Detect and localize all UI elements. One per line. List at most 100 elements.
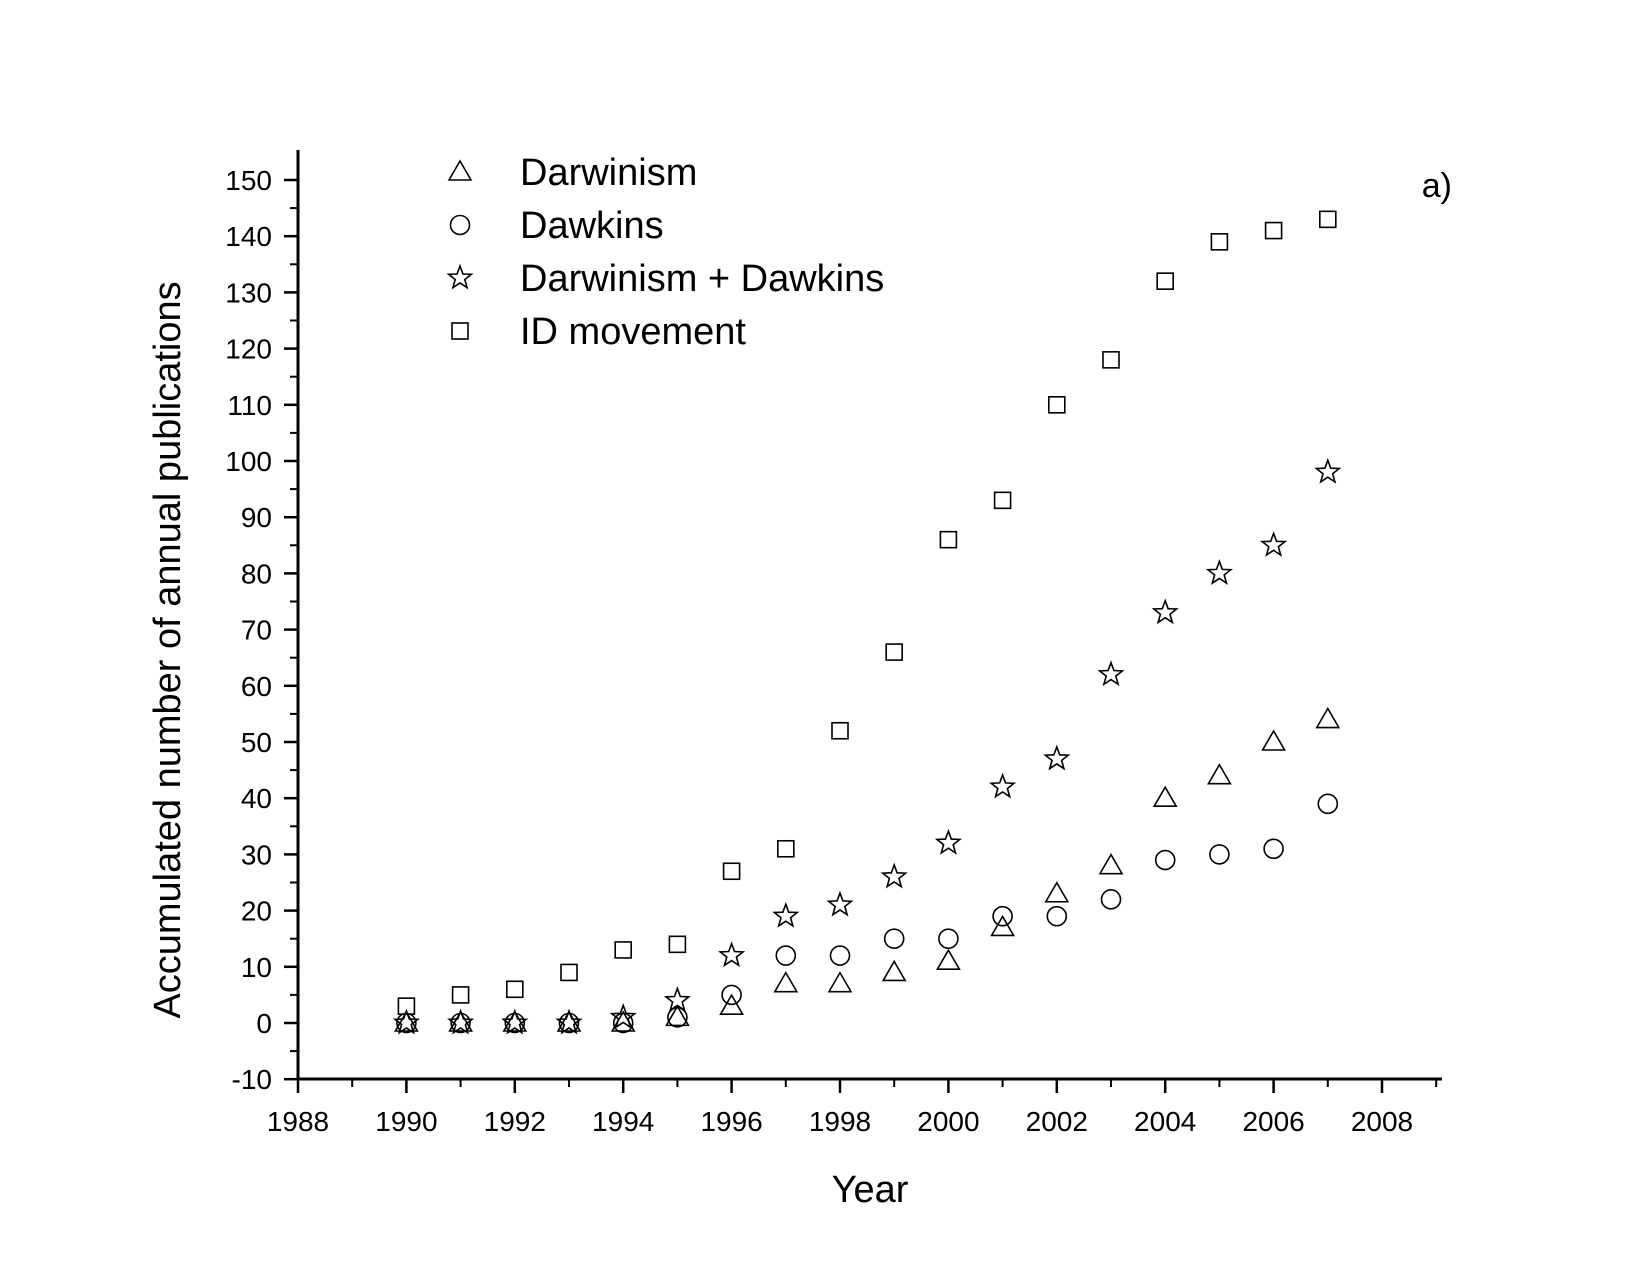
x-tick-label: 2008 bbox=[1351, 1106, 1413, 1137]
legend-label: Dawkins bbox=[520, 205, 664, 247]
star-point bbox=[1043, 744, 1071, 771]
triangle-point bbox=[1261, 729, 1286, 751]
x-tick-label: 1994 bbox=[592, 1106, 654, 1137]
y-tick-label: 130 bbox=[225, 277, 272, 308]
data-points bbox=[392, 210, 1342, 1035]
x-tick-label: 1990 bbox=[375, 1106, 437, 1137]
x-tick-label: 1998 bbox=[809, 1106, 871, 1137]
axes: -10 0 10 20 30 40 50 60 70 80 90 100 110 120 130 140 150… bbox=[225, 150, 1442, 1137]
star-point bbox=[772, 901, 800, 928]
legend-label: Darwinism bbox=[520, 152, 697, 194]
square-point bbox=[505, 980, 524, 999]
circle-point bbox=[1100, 889, 1122, 910]
star-point bbox=[1314, 457, 1342, 484]
square-point bbox=[1048, 395, 1066, 414]
x-tick-label: 1992 bbox=[484, 1106, 546, 1137]
y-tick-label: 80 bbox=[241, 558, 272, 589]
triangle-point bbox=[1315, 706, 1341, 729]
circle-point bbox=[883, 928, 905, 950]
x-tick-label: 2006 bbox=[1242, 1106, 1304, 1137]
star-point bbox=[1259, 530, 1288, 557]
circle-point bbox=[1209, 844, 1230, 865]
triangle-point bbox=[1044, 881, 1070, 903]
triangle-point bbox=[990, 914, 1015, 937]
circle-point bbox=[938, 928, 959, 950]
square-point bbox=[1156, 272, 1174, 290]
triangle-point bbox=[448, 1010, 473, 1032]
circle-point bbox=[1046, 905, 1068, 927]
triangle-point bbox=[936, 948, 961, 970]
x-tick-label: 2002 bbox=[1026, 1106, 1088, 1137]
triangle-point bbox=[1098, 853, 1124, 875]
circle-point bbox=[612, 1012, 634, 1034]
circle-point bbox=[721, 984, 742, 1006]
y-tick-label: 140 bbox=[225, 221, 272, 252]
legend: Darwinism Dawkins Darwinism + Dawkins ID mo… bbox=[446, 152, 884, 353]
x-tick-label: 2000 bbox=[917, 1106, 979, 1137]
legend-label: Darwinism + Dawkins bbox=[520, 258, 884, 300]
circle-point bbox=[1154, 849, 1176, 871]
square-point bbox=[993, 491, 1012, 510]
square-point bbox=[1102, 351, 1120, 369]
series-square bbox=[397, 210, 1337, 1015]
circle-point bbox=[450, 1012, 471, 1034]
star-point bbox=[989, 772, 1017, 799]
circle-point bbox=[558, 1012, 580, 1034]
y-tick-label: -10 bbox=[232, 1064, 272, 1095]
circle-point bbox=[829, 945, 851, 966]
circle-point bbox=[992, 905, 1013, 927]
y-tick-label: 20 bbox=[241, 896, 272, 927]
star-point bbox=[718, 941, 746, 968]
y-tick-label: 70 bbox=[241, 615, 272, 646]
square-point bbox=[885, 643, 904, 661]
y-tick-label: 40 bbox=[241, 783, 272, 814]
triangle-point bbox=[556, 1010, 582, 1032]
star-point bbox=[555, 1008, 583, 1035]
triangle-point bbox=[665, 1004, 690, 1027]
circle-point bbox=[504, 1012, 526, 1034]
star-point bbox=[609, 1003, 637, 1029]
x-axis-title: Year bbox=[832, 1169, 909, 1211]
square-point bbox=[668, 935, 687, 954]
square-point bbox=[722, 862, 741, 881]
circle-point bbox=[775, 945, 797, 966]
y-tick-label: 50 bbox=[241, 727, 272, 758]
square-point bbox=[560, 963, 578, 982]
circle-point bbox=[667, 1007, 688, 1028]
series-circle bbox=[396, 793, 1339, 1034]
star-point bbox=[1151, 598, 1179, 625]
series-star bbox=[392, 457, 1342, 1035]
circle-point bbox=[1263, 838, 1284, 860]
star-point bbox=[826, 890, 854, 917]
y-tick-label: 90 bbox=[241, 502, 272, 533]
star-point bbox=[1097, 660, 1125, 687]
square-point bbox=[451, 986, 470, 1004]
square-point bbox=[614, 941, 633, 959]
triangle-point bbox=[719, 993, 744, 1015]
triangle-point bbox=[881, 959, 907, 982]
x-tick-label: 1996 bbox=[700, 1106, 762, 1137]
y-tick-label: 0 bbox=[256, 1008, 272, 1039]
series-triangle bbox=[394, 706, 1341, 1032]
square-point bbox=[831, 721, 849, 740]
x-tick-label: 1988 bbox=[267, 1106, 329, 1137]
square-point bbox=[397, 997, 416, 1015]
triangle-point bbox=[827, 971, 853, 993]
y-tick-label: 120 bbox=[225, 334, 272, 365]
square-point bbox=[776, 839, 795, 858]
y-tick-label: 10 bbox=[241, 952, 272, 983]
triangle-point bbox=[1207, 763, 1232, 785]
star-point bbox=[501, 1008, 529, 1035]
x-tick-label: 2004 bbox=[1134, 1106, 1196, 1137]
star-point bbox=[880, 862, 908, 889]
y-tick-label: 100 bbox=[225, 446, 272, 477]
y-tick-label: 150 bbox=[225, 165, 272, 196]
triangle-point bbox=[502, 1010, 528, 1032]
y-tick-label: 30 bbox=[241, 839, 272, 870]
y-tick-label: 60 bbox=[241, 671, 272, 702]
legend-marker-triangle bbox=[447, 159, 473, 181]
legend-marker-square bbox=[451, 322, 469, 340]
triangle-point bbox=[394, 1010, 419, 1032]
square-point bbox=[1210, 233, 1229, 251]
